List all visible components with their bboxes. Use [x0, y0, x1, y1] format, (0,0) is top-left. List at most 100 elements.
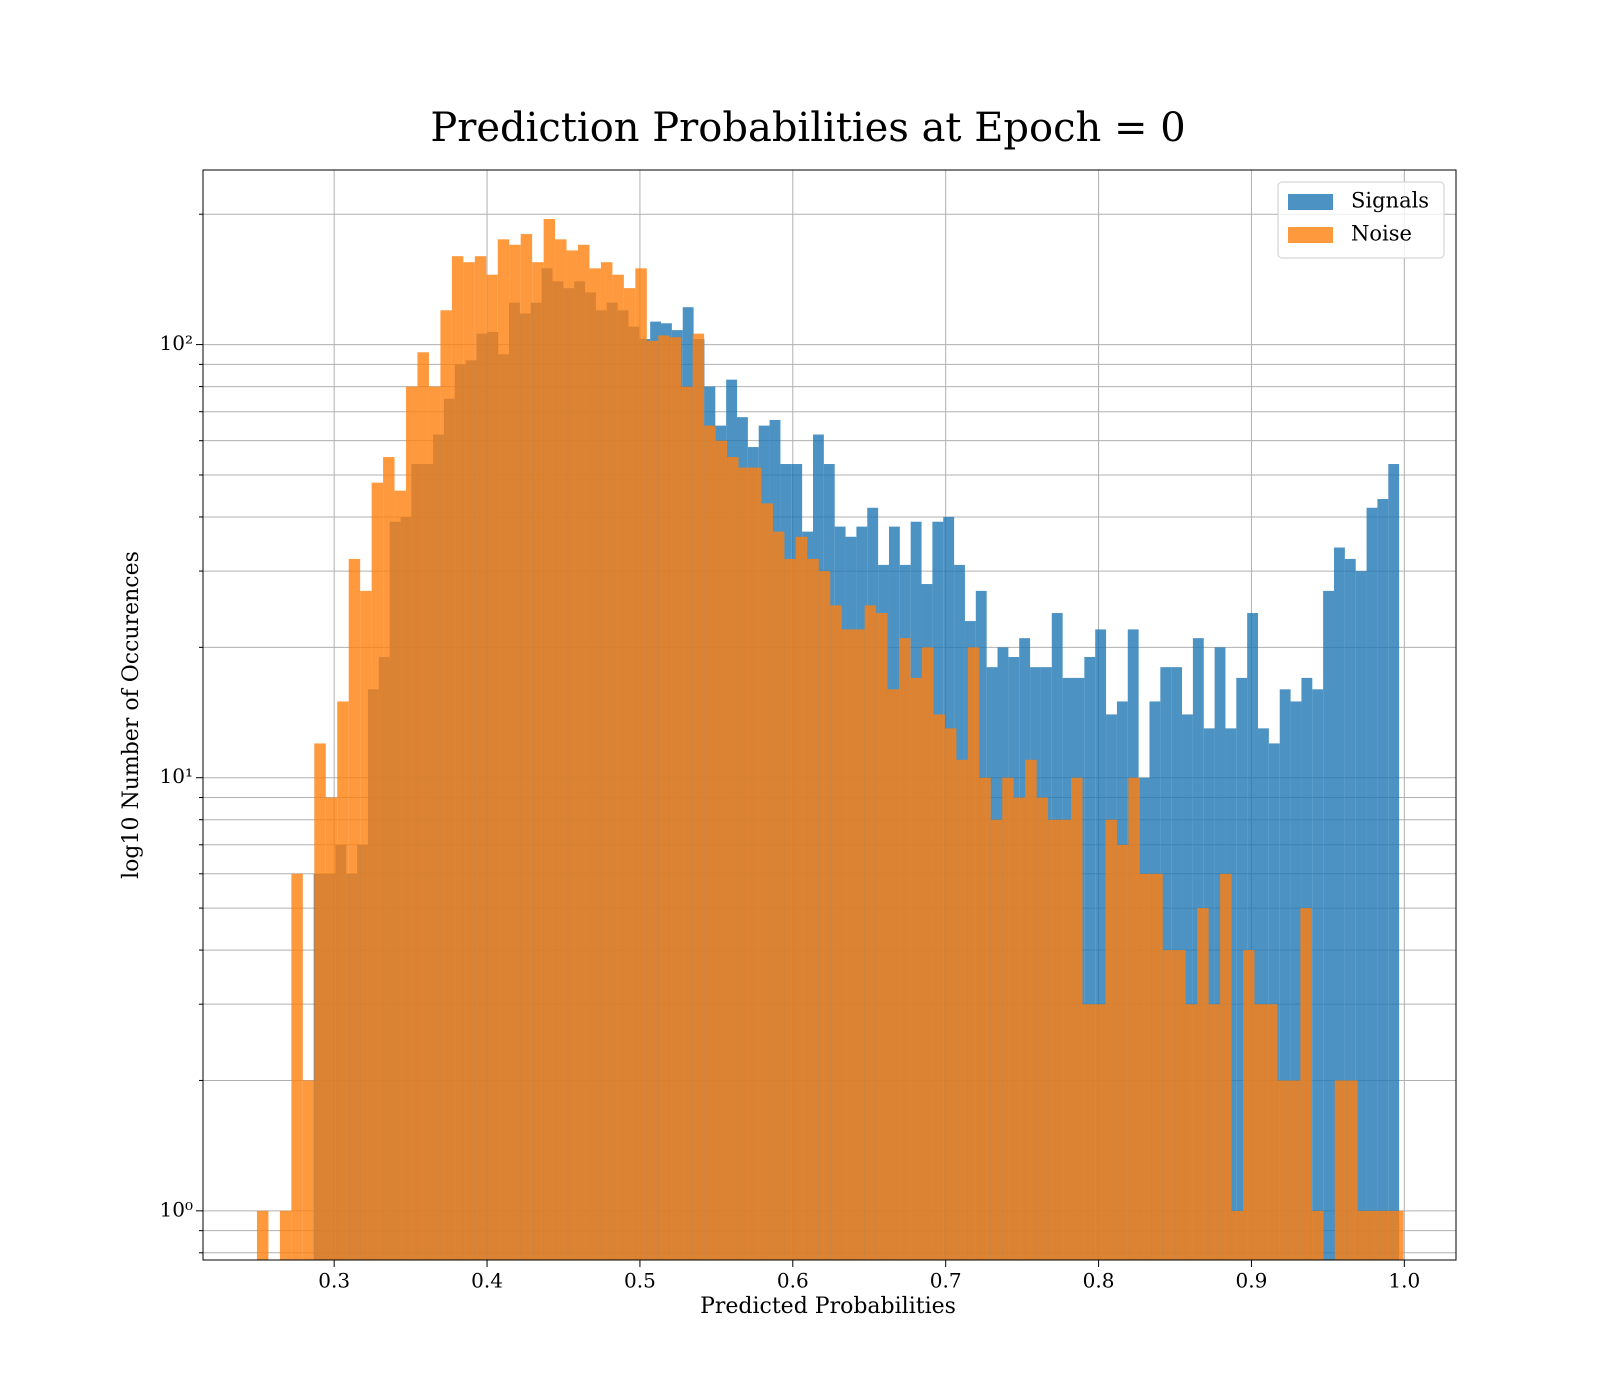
bar [1247, 613, 1259, 1260]
bar [394, 490, 407, 1260]
bar [406, 386, 418, 1260]
bar [1254, 1004, 1266, 1260]
x-tick-label: 0.8 [1083, 1269, 1115, 1293]
bar [1036, 797, 1049, 1260]
bar [325, 797, 338, 1260]
bar [1208, 1004, 1221, 1260]
bar [784, 558, 796, 1260]
bar [1311, 1210, 1324, 1260]
x-tick-label: 1.0 [1388, 1269, 1420, 1293]
bar [1059, 819, 1072, 1260]
bar [1203, 728, 1215, 1260]
bar [1220, 873, 1232, 1260]
bar [646, 340, 659, 1260]
bar [1243, 950, 1255, 1260]
axes: 0.3 0.4 0.5 0.6 0.7 0.8 0.9 1.0 10⁰ 10¹ 10² Signals… [160, 169, 1457, 1293]
bar [1105, 819, 1117, 1260]
bar [967, 647, 980, 1260]
bar [1013, 797, 1026, 1260]
x-tick-label: 0.3 [318, 1269, 350, 1293]
bar [635, 268, 647, 1260]
x-tick-label: 0.4 [471, 1269, 503, 1293]
bar [509, 244, 521, 1260]
x-tick-label: 0.6 [777, 1269, 809, 1293]
bar [1182, 714, 1193, 1260]
bar [1357, 1210, 1370, 1260]
bar [772, 531, 785, 1260]
bar [1392, 1210, 1404, 1260]
bar [1355, 571, 1367, 1260]
bar [1288, 1080, 1301, 1260]
bar [371, 482, 384, 1261]
bar [440, 310, 452, 1261]
bar [818, 571, 831, 1260]
bar [1174, 950, 1186, 1260]
bar [348, 558, 361, 1260]
bar [1268, 743, 1280, 1260]
y-tick-label: 10¹ [160, 764, 193, 788]
bar [623, 288, 636, 1260]
bar [474, 256, 487, 1260]
plot-frame [202, 169, 1457, 1261]
y-axis-label: log10 Number of Occurences [119, 551, 144, 879]
bar [841, 629, 854, 1260]
bar [532, 262, 544, 1261]
bar [1151, 873, 1163, 1260]
bar [578, 244, 590, 1260]
bar [279, 1210, 292, 1260]
bar [1300, 908, 1312, 1260]
bar [1197, 908, 1209, 1260]
bar [727, 457, 739, 1260]
bar [1084, 656, 1096, 1260]
bar [612, 274, 624, 1260]
bar [1346, 1080, 1358, 1260]
bar [795, 536, 808, 1260]
bar [1277, 1080, 1289, 1260]
bar [1116, 844, 1129, 1260]
bar [921, 647, 934, 1260]
bar [600, 262, 613, 1261]
bar [681, 386, 693, 1260]
bar [1071, 777, 1083, 1260]
bar [417, 352, 429, 1260]
bar [1231, 1210, 1244, 1260]
bar [1185, 1004, 1198, 1260]
bar [1380, 1210, 1393, 1260]
bar [956, 759, 968, 1260]
bar [1162, 950, 1175, 1260]
bar [1095, 629, 1107, 1260]
bar [589, 268, 601, 1260]
bar [486, 274, 498, 1260]
bar [360, 590, 372, 1260]
bar [543, 218, 556, 1261]
x-tick-label: 0.5 [624, 1269, 656, 1293]
bar [1265, 1004, 1278, 1260]
bar [314, 743, 326, 1260]
bar [692, 333, 705, 1260]
x-tick-label: 0.9 [1236, 1269, 1268, 1293]
bar [1082, 1004, 1094, 1260]
bar [1048, 819, 1060, 1260]
bar [933, 714, 945, 1260]
bar [887, 689, 900, 1260]
bar [555, 239, 567, 1261]
bar [658, 335, 670, 1260]
bar [761, 503, 773, 1260]
bar [1139, 873, 1152, 1260]
bar [1025, 759, 1037, 1260]
bar [1323, 590, 1335, 1260]
bar [256, 1210, 269, 1260]
legend-swatch [1288, 194, 1333, 210]
chart-title: Prediction Probabilities at Epoch = 0 [430, 105, 1185, 151]
legend-label: Signals [1351, 189, 1429, 213]
x-axis-label: Predicted Probabilities [700, 1294, 956, 1319]
bar [864, 605, 877, 1260]
bar [704, 425, 716, 1260]
bar [1334, 1080, 1347, 1260]
bar [750, 467, 762, 1260]
bar [1377, 499, 1389, 1261]
bar [1093, 1004, 1106, 1260]
bar [944, 728, 957, 1260]
bar [383, 457, 395, 1260]
x-tick-label: 0.7 [930, 1269, 962, 1293]
